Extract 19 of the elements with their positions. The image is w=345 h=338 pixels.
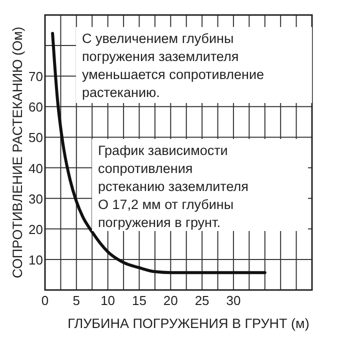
y-tick-label: 50 xyxy=(28,130,43,146)
x-tick-label: 30 xyxy=(226,293,241,308)
x-tick-label: 25 xyxy=(194,293,210,308)
line-series xyxy=(51,32,266,274)
annotation: С увеличением глубины погружения заземлителя уменьшается сопротивление растеканию. xyxy=(82,31,264,100)
x-tick-label: 10 xyxy=(100,293,116,308)
y-tick-label: 70 xyxy=(28,69,43,84)
y-tick-label: 60 xyxy=(28,100,43,115)
y-axis-title: СОПРОТИВЛЕНИЕ РАСТЕКАНИЮ (Ом) xyxy=(10,26,25,278)
y-tick-label: 40 xyxy=(28,160,43,176)
y-tick-label: 20 xyxy=(28,222,43,237)
y-tick-label: 10 xyxy=(28,252,43,268)
y-tick-label: 30 xyxy=(28,191,43,206)
annotation: График зависимости сопротивления рстеканию заземлителя О 17,2 мм от глубины погружения в грунт. xyxy=(98,143,248,230)
x-axis-title: ГЛУБИНА ПОГРУЖЕНИЯ В ГРУНТ (м) xyxy=(68,316,310,331)
x-tick-label: 5 xyxy=(72,293,80,308)
x-tick-label: 0 xyxy=(41,293,49,308)
x-tick-label: 20 xyxy=(163,293,178,308)
x-tick-label: 15 xyxy=(132,293,146,308)
